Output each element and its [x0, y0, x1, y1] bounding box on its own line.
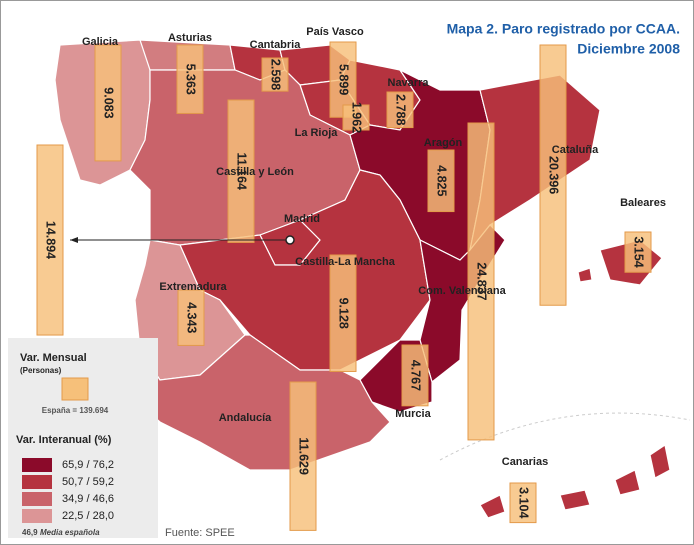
bar	[289, 381, 317, 531]
region-label: Murcia	[395, 408, 431, 420]
bar	[177, 289, 205, 346]
arrow-head	[70, 237, 78, 243]
region-label: La Rioja	[295, 127, 339, 139]
region-label: País Vasco	[306, 26, 364, 38]
bar	[509, 482, 537, 524]
region-label: Castilla y León	[216, 166, 294, 178]
subtitle: Diciembre 2008	[577, 41, 680, 57]
region-label: Asturias	[168, 32, 212, 44]
region-label: Aragón	[424, 137, 463, 149]
legend-swatch	[22, 458, 52, 472]
region-label: Baleares	[620, 197, 666, 209]
bar	[227, 99, 255, 243]
region	[559, 489, 591, 511]
legend-label: 50,7 / 59,2	[62, 476, 114, 488]
bar	[624, 231, 652, 273]
legend-bar-swatch	[61, 377, 89, 401]
region	[614, 469, 641, 496]
bar	[329, 254, 357, 372]
value-label: 2.598	[269, 59, 283, 90]
value-label: 5.899	[337, 64, 351, 95]
legend-swatch	[22, 509, 52, 523]
region-label: Com. Valenciana	[418, 285, 506, 297]
value-label: 1.962	[350, 102, 364, 133]
bar	[342, 104, 370, 131]
value-label: 3.104	[517, 487, 531, 518]
legend-bars-subtitle: (Personas)	[20, 366, 62, 375]
legend-label: 34,9 / 46,6	[62, 493, 114, 505]
value-label: 20.396	[547, 156, 561, 194]
legend-color-title: Var. Interanual (%)	[16, 434, 112, 446]
bar	[176, 44, 204, 114]
region-label: Cantabria	[250, 39, 302, 51]
value-label: 2.788	[394, 94, 408, 125]
legend-bars-total: España = 139.694	[42, 406, 109, 415]
bar	[261, 57, 289, 92]
madrid-dot	[285, 235, 295, 245]
value-label: 9.128	[337, 298, 351, 329]
source: Fuente: SPEE	[165, 527, 235, 539]
bar	[94, 44, 122, 162]
region	[134, 334, 391, 471]
legend-bars-title: Var. Mensual	[20, 352, 87, 364]
region	[479, 494, 506, 519]
region-label: Cataluña	[552, 144, 599, 156]
region-label: Navarra	[388, 77, 430, 89]
value-label: 4.767	[409, 360, 423, 391]
region-label: Extremadura	[159, 281, 227, 293]
legend-swatch	[22, 475, 52, 489]
bar	[401, 344, 429, 407]
region	[577, 267, 593, 283]
region-label: Madrid	[284, 213, 320, 225]
legend-average-label: Media española	[40, 528, 100, 537]
value-label: 4.343	[185, 302, 199, 333]
value-label: 14.894	[44, 221, 58, 259]
value-label: 5.363	[184, 64, 198, 95]
value-label: 4.825	[435, 165, 449, 196]
region-label: Castilla-La Mancha	[295, 256, 396, 268]
bar	[386, 91, 414, 129]
value-label: 11.164	[235, 152, 249, 190]
bar	[539, 44, 567, 306]
value-label: 11.629	[297, 437, 311, 475]
region-label: Galicia	[82, 36, 119, 48]
region-label: Canarias	[502, 456, 548, 468]
legend-average-value: 46,9	[22, 528, 38, 537]
bar	[36, 144, 64, 336]
legend-swatch	[22, 492, 52, 506]
value-label: 3.154	[632, 236, 646, 267]
bar	[467, 122, 495, 441]
value-label: 24.837	[475, 262, 489, 300]
value-label: 9.083	[102, 87, 116, 118]
bar	[427, 149, 455, 213]
region-label: Andalucía	[219, 412, 272, 424]
title: Mapa 2. Paro registrado por CCAA.	[447, 21, 680, 37]
region	[649, 444, 671, 479]
legend-label: 22,5 / 28,0	[62, 510, 114, 522]
legend-label: 65,9 / 76,2	[62, 459, 114, 471]
